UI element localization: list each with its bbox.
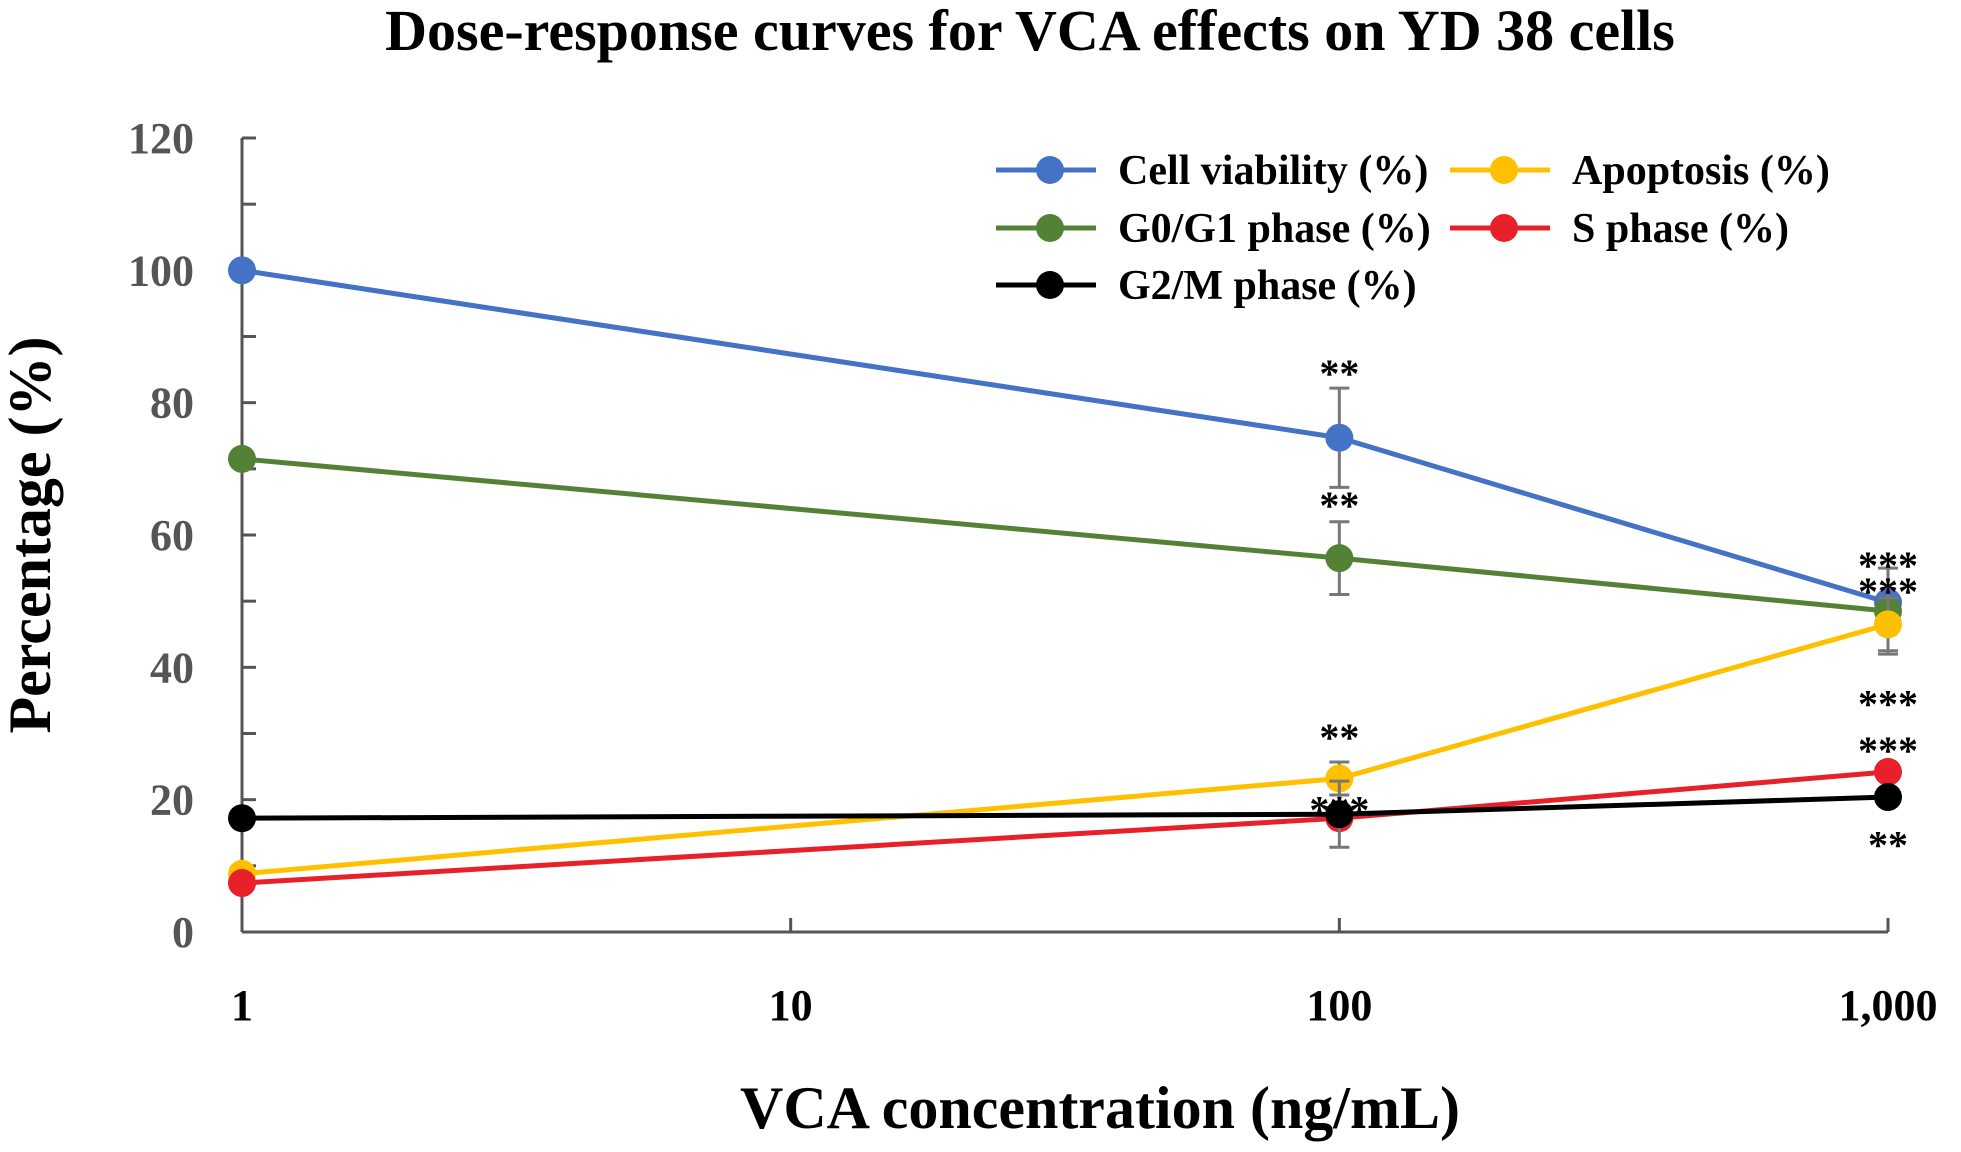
y-tick-label: 0 — [172, 908, 194, 957]
y-tick-label: 100 — [128, 246, 194, 295]
series-apoptosis — [228, 596, 1902, 888]
chart-title: Dose-response curves for VCA effects on … — [385, 0, 1675, 63]
significance-marker: ** — [1319, 351, 1359, 396]
x-ticks: 1 10 100 1,000 — [231, 918, 1938, 1030]
series-group — [228, 256, 1902, 898]
data-point — [1874, 783, 1902, 812]
y-tick-label: 80 — [150, 379, 194, 428]
legend-entry: Cell viability (%) — [996, 148, 1428, 194]
data-point — [228, 804, 256, 833]
legend-label: S phase (%) — [1572, 206, 1789, 252]
data-point — [228, 869, 256, 898]
significance-marker: ** — [1868, 823, 1908, 868]
y-axis-label: Percentage (%) — [0, 336, 63, 733]
x-axis-label: VCA concentration (ng/mL) — [740, 1075, 1460, 1141]
y-tick-label: 60 — [150, 511, 194, 560]
series-cell-viability — [228, 256, 1902, 617]
series-g0-g1-phase — [228, 444, 1902, 656]
legend-entry: G2/M phase (%) — [996, 263, 1417, 309]
significance-marker: *** — [1858, 682, 1918, 727]
y-tick-label: 40 — [150, 643, 194, 692]
x-tick-label: 100 — [1306, 981, 1372, 1030]
series-s-phase — [228, 757, 1902, 898]
x-tick-label: 10 — [769, 981, 813, 1030]
legend-entry: Apoptosis (%) — [1450, 148, 1830, 194]
legend-marker — [1490, 214, 1518, 242]
data-point — [1325, 764, 1354, 793]
data-point — [1325, 800, 1354, 829]
x-tick-label: 1 — [231, 981, 253, 1030]
y-tick-label: 120 — [128, 114, 194, 163]
legend-marker — [1036, 156, 1064, 184]
series-line — [241, 769, 1889, 886]
legend: Cell viability (%) Apoptosis (%) G0/G1 pha… — [996, 148, 1830, 309]
significance-marker: ** — [1319, 715, 1359, 760]
legend-marker — [1036, 214, 1064, 242]
series-line — [241, 267, 1889, 605]
legend-label: G2/M phase (%) — [1118, 263, 1417, 309]
legend-entry: G0/G1 phase (%) — [996, 206, 1431, 252]
legend-entry: S phase (%) — [1450, 206, 1789, 252]
data-point — [1325, 544, 1354, 573]
data-point — [1325, 423, 1354, 452]
significance-annotations: *********************** — [1309, 351, 1918, 868]
legend-label: Cell viability (%) — [1118, 148, 1428, 194]
legend-marker — [1490, 156, 1518, 184]
significance-marker: *** — [1309, 788, 1369, 833]
series-g2-m-phase — [228, 779, 1902, 849]
data-point — [1874, 610, 1902, 639]
legend-marker — [1036, 271, 1064, 299]
y-ticks: 0 20 40 60 80 100 120 — [128, 114, 256, 957]
series-line — [241, 456, 1889, 614]
legend-label: G0/G1 phase (%) — [1118, 206, 1431, 252]
x-tick-label: 1,000 — [1839, 981, 1938, 1030]
significance-marker: *** — [1858, 569, 1918, 614]
legend-label: Apoptosis (%) — [1572, 148, 1830, 194]
data-point — [228, 256, 256, 285]
y-tick-label: 20 — [150, 776, 194, 825]
significance-marker: ** — [1319, 483, 1359, 528]
data-point — [1874, 757, 1902, 786]
significance-marker: *** — [1858, 543, 1918, 588]
significance-marker: *** — [1858, 728, 1918, 773]
data-point — [228, 444, 256, 473]
